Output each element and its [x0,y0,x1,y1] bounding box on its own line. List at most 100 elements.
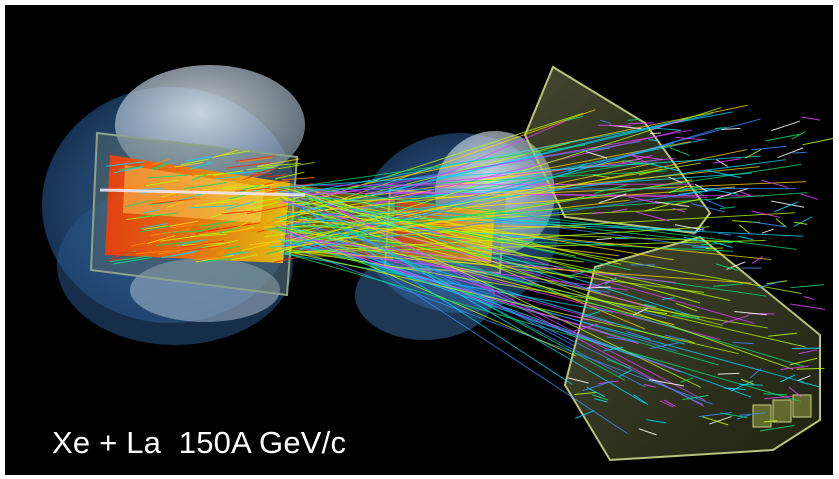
particle-track [222,184,268,190]
particle-track [763,393,788,396]
particle-track [190,233,227,238]
particle-track [302,112,584,205]
particle-track [568,163,588,172]
particle-track [283,252,801,402]
particle-track [797,375,811,382]
particle-track [202,184,243,191]
particle-track [171,222,209,229]
particle-track [281,177,315,181]
particle-track [567,377,589,384]
particle-track [224,201,255,211]
particle-track [721,127,741,130]
particle-track [199,230,236,236]
particle-track [586,387,605,398]
particle-track [283,248,768,329]
particle-track [137,212,178,218]
magnet-cylinder-left-bottom [130,258,280,322]
particle-track [800,381,820,388]
particle-track [274,171,305,180]
particle-track [275,192,808,230]
particle-track [222,250,243,257]
particle-track [675,136,702,140]
beam-caption: Xe + La 150A GeV/c [52,425,347,460]
particle-track [774,201,799,213]
particle-track [779,374,796,383]
particle-track [635,211,670,222]
particle-track [180,158,210,166]
particle-track [690,187,704,197]
particle-track [180,245,219,252]
particle-track [723,387,747,391]
particle-track [691,203,725,213]
particle-track [661,297,675,300]
particle-track [113,251,144,255]
particle-track [591,394,609,401]
particle-track [192,256,224,261]
particle-track [287,250,739,355]
particle-track [788,386,802,398]
particle-track [663,399,676,407]
particle-track [644,204,669,212]
particle-track [303,191,700,319]
particle-track [184,182,227,190]
particle-track [582,380,613,392]
particle-track [166,201,185,209]
particle-track [255,166,275,172]
particle-track [257,162,301,168]
particle-track [705,188,739,195]
particle-track [256,158,300,168]
particle-track [592,212,604,215]
particle-track [790,284,825,289]
particle-track [279,186,575,347]
particle-track [147,174,189,179]
particle-track [195,225,220,233]
particle-track [638,428,657,436]
particle-track [653,127,682,131]
particle-track [113,166,144,174]
particle-track [302,190,706,402]
particle-track [144,198,172,203]
particle-track [694,183,708,192]
particle-track [279,224,721,340]
particle-track [764,395,794,400]
particle-track [225,162,271,169]
particle-track [219,226,241,234]
particle-track [297,111,733,195]
particle-track [789,357,818,366]
particle-track [749,368,762,379]
particle-track [771,120,800,132]
particle-track [249,172,272,177]
particle-track [618,369,632,378]
particle-track [303,251,713,405]
particle-track [276,226,681,373]
particle-track [668,176,683,184]
particle-track [585,151,608,159]
particle-track [286,230,614,325]
particle-track [655,201,690,208]
particle-track [276,155,761,189]
particle-track [599,119,611,124]
particle-track [739,190,751,196]
particle-track [245,183,273,191]
particle-track [759,424,795,432]
particle-track [194,228,220,235]
particle-track [287,234,639,345]
detector-event-display-image [42,65,833,462]
particle-track [174,161,204,168]
particle-track [594,398,608,403]
particle-track [264,186,299,194]
particle-track [659,400,674,408]
particle-track [672,314,697,319]
particle-track [226,251,250,256]
particle-track [680,377,694,383]
particle-track [603,346,623,352]
particle-track [633,394,649,406]
particle-track [733,341,754,345]
particle-track [674,224,705,231]
particle-track [189,161,213,171]
particle-track [583,310,601,318]
particle-track [140,223,168,230]
particle-track [668,185,688,194]
particle-track [277,181,807,205]
particle-track [771,200,805,208]
